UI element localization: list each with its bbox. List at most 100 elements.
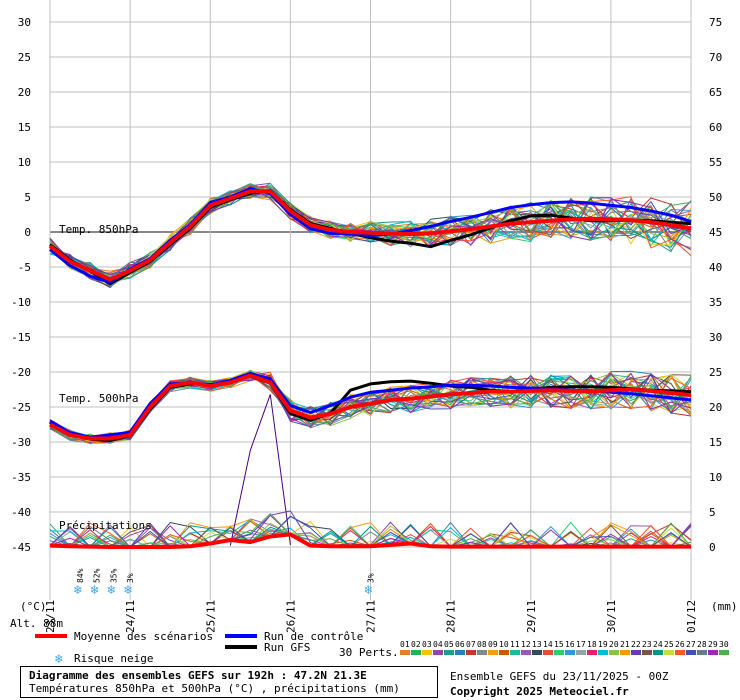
pert-swatch	[719, 650, 729, 655]
snowflake-icon: ❄	[106, 583, 115, 598]
x-tick-label: 01/12	[685, 600, 698, 633]
pert-swatch	[422, 650, 432, 655]
pert-swatch	[675, 650, 685, 655]
altitude-label: Alt. 88m	[10, 617, 63, 630]
left-tick-label: -40	[11, 506, 31, 519]
x-tick-label: 29/11	[525, 600, 538, 633]
left-axis-unit: (°C)	[20, 600, 47, 613]
snow-risk-pct: 3%	[126, 573, 135, 583]
pert-swatch	[499, 650, 509, 655]
legend-snow-icon: ❄	[54, 652, 63, 667]
pert-swatch	[455, 650, 465, 655]
left-tick-label: 30	[18, 16, 31, 29]
legend-gfs-label: Run GFS	[264, 641, 310, 654]
snow-risk-pct: 52%	[93, 568, 102, 583]
right-tick-label: 10	[709, 471, 722, 484]
snow-risk-markers: 84%❄52%❄35%❄3%❄3%❄	[73, 568, 375, 598]
pert-swatch	[642, 650, 652, 655]
pert-number: 25	[664, 640, 674, 649]
perts-label: 30 Perts.	[339, 646, 399, 659]
pert-swatch	[543, 650, 553, 655]
pert-swatch	[631, 650, 641, 655]
pert-number: 12	[521, 640, 531, 649]
pert-number: 16	[565, 640, 575, 649]
snowflake-icon: ❄	[123, 583, 132, 598]
t850-mean-line	[48, 189, 692, 282]
pert-swatch	[477, 650, 487, 655]
pert-number: 22	[631, 640, 641, 649]
x-tick-label: 27/11	[365, 600, 378, 633]
pert-swatch	[433, 650, 443, 655]
snowflake-icon: ❄	[364, 583, 373, 598]
pert-swatch	[576, 650, 586, 655]
pert-number: 26	[675, 640, 685, 649]
precip-mean-line	[49, 532, 691, 549]
pert-number: 01	[400, 640, 410, 649]
right-tick-label: 40	[709, 261, 722, 274]
pert-swatch	[466, 650, 476, 655]
right-tick-label: 20	[709, 401, 722, 414]
left-tick-label: 0	[24, 226, 31, 239]
pert-swatch	[686, 650, 696, 655]
x-tick-label: 23/11	[44, 600, 57, 633]
right-tick-label: 45	[709, 226, 722, 239]
right-tick-label: 0	[709, 541, 716, 554]
pert-swatch	[554, 650, 564, 655]
left-tick-label: -25	[11, 401, 31, 414]
chart-subtitle: Températures 850hPa et 500hPa (°C) , pré…	[29, 682, 400, 695]
pert-number: 05	[444, 640, 454, 649]
pert-number: 21	[620, 640, 630, 649]
right-tick-label: 15	[709, 436, 722, 449]
pert-number: 11	[510, 640, 520, 649]
left-tick-label: -5	[18, 261, 31, 274]
t500-panel-label: Temp. 500hPa	[59, 392, 138, 405]
perturbation-legend: 01 02 03 04 05 06 07 08 09 10 11 12 13 14 15 16 17 18 19 20…	[400, 640, 729, 655]
pert-number: 28	[697, 640, 707, 649]
left-tick-label: 15	[18, 121, 31, 134]
right-tick-label: 25	[709, 366, 722, 379]
left-tick-label: 20	[18, 86, 31, 99]
pert-number: 24	[653, 640, 663, 649]
pert-number: 19	[598, 640, 608, 649]
legend-snow-label: Risque neige	[74, 652, 153, 665]
main-series	[48, 187, 692, 549]
pert-number: 23	[642, 640, 652, 649]
right-tick-label: 55	[709, 156, 722, 169]
pert-swatch	[664, 650, 674, 655]
left-tick-label: -10	[11, 296, 31, 309]
snowflake-icon: ❄	[90, 583, 99, 598]
pert-swatch	[565, 650, 575, 655]
right-tick-label: 70	[709, 51, 722, 64]
pert-swatch	[598, 650, 608, 655]
right-tick-label: 65	[709, 86, 722, 99]
ensemble-run-label: Ensemble GEFS du 23/11/2025 - 00Z	[450, 670, 669, 683]
snow-risk-pct: 84%	[76, 568, 85, 583]
x-tick-label: 28/11	[445, 600, 458, 633]
pert-number: 13	[532, 640, 542, 649]
pert-number: 07	[466, 640, 476, 649]
pert-swatch	[510, 650, 520, 655]
left-tick-label: -15	[11, 331, 31, 344]
right-tick-label: 30	[709, 331, 722, 344]
pert-number: 20	[609, 640, 619, 649]
pert-swatch	[532, 650, 542, 655]
left-tick-label: 25	[18, 51, 31, 64]
x-axis-ticks: 23/11 24/11 25/11 26/11 27/11 28/11 29/11 30/11…	[44, 600, 698, 633]
snow-risk-pct: 35%	[109, 568, 118, 583]
pert-swatch	[488, 650, 498, 655]
x-tick-label: 26/11	[284, 600, 297, 633]
pert-number: 17	[576, 640, 586, 649]
pert-swatch	[708, 650, 718, 655]
pert-number: 08	[477, 640, 487, 649]
left-tick-label: -35	[11, 471, 31, 484]
pert-number: 18	[587, 640, 597, 649]
right-axis-unit: (mm)	[711, 600, 738, 613]
pert-number: 09	[488, 640, 498, 649]
pert-swatch	[653, 650, 663, 655]
precip-spike-line	[229, 394, 291, 546]
snow-risk-pct: 3%	[367, 573, 376, 583]
x-tick-label: 30/11	[605, 600, 618, 633]
pert-number: 06	[455, 640, 465, 649]
